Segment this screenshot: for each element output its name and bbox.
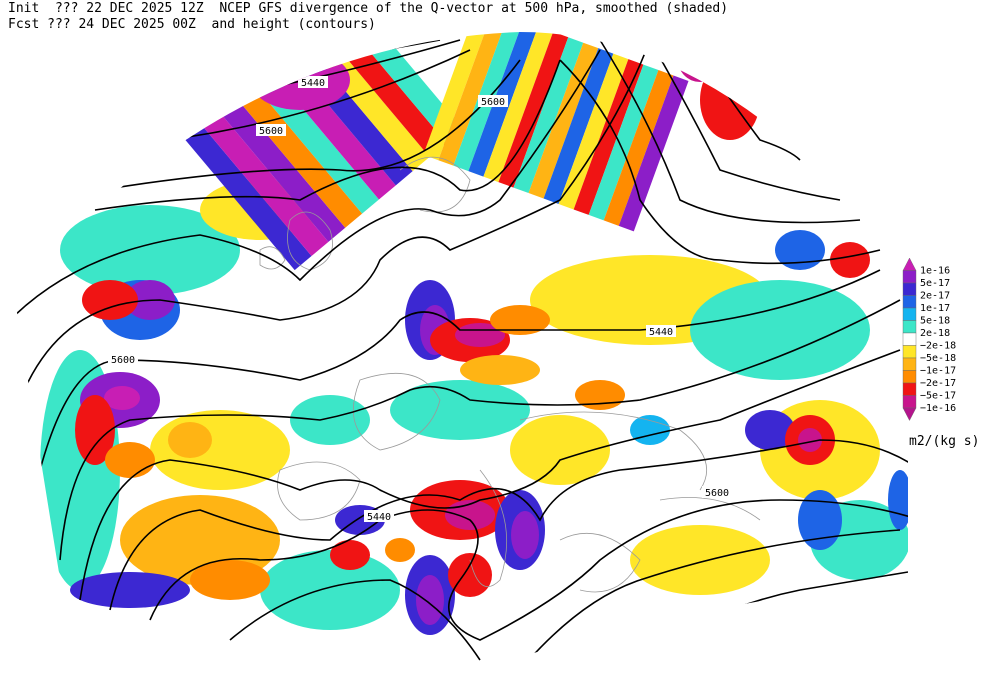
svg-text:5600: 5600 bbox=[259, 126, 283, 137]
contour-label: 5440 bbox=[646, 325, 676, 338]
colorbar-label: −2e-18 bbox=[920, 341, 956, 352]
contour-label: 5440 bbox=[364, 510, 394, 523]
colorbar-swatch bbox=[902, 382, 917, 396]
colorbar-swatch bbox=[902, 307, 917, 321]
colorbar: 1e-165e-172e-171e-175e-182e-18−2e-18−5e-… bbox=[902, 257, 956, 421]
colorbar-label: 5e-17 bbox=[920, 278, 950, 289]
colorbar-swatch bbox=[902, 282, 917, 296]
colorbar-swatch bbox=[902, 332, 917, 346]
svg-text:5600: 5600 bbox=[705, 488, 729, 499]
colorbar-swatch bbox=[902, 270, 917, 284]
colorbar-swatch bbox=[902, 295, 917, 309]
init-time: Init ??? 22 DEC 2025 12Z bbox=[8, 1, 204, 16]
svg-text:5440: 5440 bbox=[649, 327, 673, 338]
plot-subtitle: and height (contours) bbox=[211, 17, 376, 32]
forecast-time: Fcst ??? 24 DEC 2025 00Z bbox=[8, 17, 196, 32]
colorbar-label: 1e-17 bbox=[920, 303, 950, 314]
svg-text:5440: 5440 bbox=[367, 512, 391, 523]
colorbar-label: −2e-17 bbox=[920, 378, 956, 389]
header-line-1: Init ??? 22 DEC 2025 12Z NCEP GFS diverg… bbox=[8, 1, 728, 16]
svg-text:5600: 5600 bbox=[481, 97, 505, 108]
colorbar-label: −1e-17 bbox=[920, 366, 956, 377]
contour-label: 5600 bbox=[256, 124, 286, 137]
colorbar-label: −1e-16 bbox=[920, 403, 956, 414]
colorbar-label: 2e-18 bbox=[920, 328, 950, 339]
colorbar-label: 2e-17 bbox=[920, 291, 950, 302]
plot-title: NCEP GFS divergence of the Q-vector at 5… bbox=[219, 1, 729, 16]
colorbar-label: −5e-18 bbox=[920, 353, 956, 364]
coastlines bbox=[259, 156, 761, 593]
colorbar-label: −5e-17 bbox=[920, 391, 956, 402]
colorbar-swatch bbox=[902, 357, 917, 371]
contour-label: 5440 bbox=[298, 76, 328, 89]
contour-labels: 5440 5600 5600 5440 5600 5440 bbox=[108, 76, 732, 523]
colorbar-label: 5e-18 bbox=[920, 316, 950, 327]
svg-text:5600: 5600 bbox=[111, 355, 135, 366]
contour-label: 5600 bbox=[702, 486, 732, 499]
header-line-2: Fcst ??? 24 DEC 2025 00Z and height (con… bbox=[8, 17, 376, 32]
colorbar-swatch bbox=[902, 407, 917, 421]
contour-label: 5600 bbox=[478, 95, 508, 108]
contour-label: 5600 bbox=[108, 353, 138, 366]
colorbar-swatch bbox=[902, 370, 917, 384]
svg-text:5440: 5440 bbox=[301, 78, 325, 89]
colorbar-swatch bbox=[902, 320, 917, 334]
colorbar-units: m2/(kg s) bbox=[909, 434, 980, 449]
colorbar-swatch bbox=[902, 395, 917, 409]
colorbar-swatch bbox=[902, 345, 917, 359]
colorbar-label: 1e-16 bbox=[920, 266, 950, 277]
